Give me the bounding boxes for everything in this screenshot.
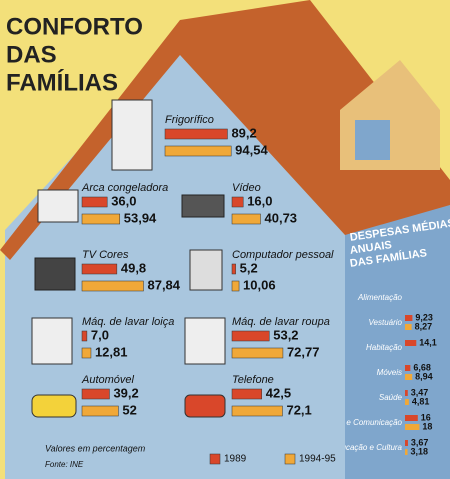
value-label: 36,0 [111, 193, 136, 208]
side-bar [405, 440, 408, 446]
item-label: Telefone [232, 374, 274, 386]
bar [231, 263, 236, 275]
side-label: Alimentação [357, 293, 403, 302]
bar [231, 347, 284, 359]
side-value: 18 [422, 421, 432, 431]
note: Valores em percentagem [45, 443, 146, 453]
value-label: 40,73 [265, 210, 298, 225]
bar [231, 405, 283, 417]
side-bar [405, 340, 417, 346]
source: Fonte: INE [45, 460, 84, 469]
value-label: 52 [122, 402, 136, 417]
icon-tv [34, 257, 76, 291]
side-label: Saúde [379, 393, 403, 402]
value-label: 12,81 [95, 344, 128, 359]
value-label: 53,94 [124, 210, 157, 225]
icon-washer [184, 317, 226, 365]
side-title: ANUAIS [349, 239, 392, 257]
value-label: 53,2 [273, 327, 298, 342]
bar [81, 347, 92, 359]
value-label: 49,8 [121, 260, 146, 275]
icon-freezer [37, 189, 79, 223]
side-value: 3,67 [411, 437, 429, 447]
bar [231, 196, 244, 208]
side-value: 16 [421, 412, 431, 422]
bar [81, 405, 119, 417]
side-value: 3,47 [411, 387, 429, 397]
value-label: 7,0 [91, 327, 109, 342]
value-label: 72,77 [287, 344, 320, 359]
value-label: 10,06 [243, 277, 276, 292]
item-label: Arca congeladora [81, 182, 168, 194]
value-label: 89,2 [231, 125, 256, 140]
item-label: Vídeo [232, 182, 261, 194]
legend-label: 1994-95 [299, 454, 336, 465]
bar [81, 196, 108, 208]
legend-swatch [284, 453, 296, 465]
bar [81, 330, 88, 342]
bar [231, 388, 262, 400]
side-bar [405, 324, 412, 330]
bar [81, 280, 144, 292]
side-label: Habitação [366, 343, 403, 352]
value-label: 87,84 [147, 277, 180, 292]
title: FAMÍLIAS [6, 68, 118, 96]
side-bar [405, 415, 418, 421]
item-label: Computador pessoal [232, 249, 334, 261]
side-bar [405, 365, 411, 371]
side-value: 4,81 [412, 396, 430, 406]
icon-video [181, 194, 225, 218]
bar [164, 128, 228, 140]
title: DAS [6, 41, 57, 68]
side-label: Vestuário [369, 318, 403, 327]
icon-dishwasher [31, 317, 73, 365]
icons [31, 99, 226, 418]
side-value: 3,18 [411, 446, 429, 456]
icon-computer [189, 249, 223, 291]
bar [231, 280, 240, 292]
value-label: 94,54 [235, 142, 268, 157]
side-bar [405, 399, 409, 405]
item-label: TV Cores [82, 249, 129, 261]
house-side [345, 205, 450, 479]
bar [81, 388, 110, 400]
value-label: 42,5 [266, 385, 291, 400]
side-value: 14,1 [419, 337, 437, 347]
item-label: Máq. de lavar roupa [232, 316, 330, 328]
bar [164, 145, 232, 157]
side-value: 6,68 [413, 362, 431, 372]
item-label: Automóvel [81, 374, 135, 386]
roof [0, 0, 450, 260]
side-label: Educação e Cultura [332, 443, 403, 452]
side-label: Transportes e Comunicação [302, 418, 402, 427]
icon-car [31, 394, 77, 418]
legend-swatch [209, 453, 221, 465]
bar [231, 213, 261, 225]
side-value: 9,23 [415, 312, 433, 322]
bar [81, 263, 118, 275]
side-bar [405, 424, 420, 430]
side-bar [405, 390, 408, 396]
window [355, 120, 390, 160]
value-label: 39,2 [113, 385, 138, 400]
bar [231, 330, 270, 342]
icon-phone [184, 394, 226, 418]
bar [81, 213, 121, 225]
title: CONFORTO [6, 13, 143, 40]
side-label: Móveis [377, 368, 402, 377]
side-bar [405, 315, 413, 321]
side-value: 8,27 [415, 321, 433, 331]
side-value: 8,94 [415, 371, 433, 381]
icon-fridge [111, 99, 153, 171]
side-bar [405, 449, 408, 455]
value-label: 16,0 [247, 193, 272, 208]
item-label: Frigorífico [165, 114, 214, 126]
legend-label: 1989 [224, 454, 247, 465]
side-bar [405, 374, 413, 380]
item-label: Máq. de lavar loiça [82, 316, 174, 328]
value-label: 72,1 [286, 402, 311, 417]
value-label: 5,2 [240, 260, 258, 275]
